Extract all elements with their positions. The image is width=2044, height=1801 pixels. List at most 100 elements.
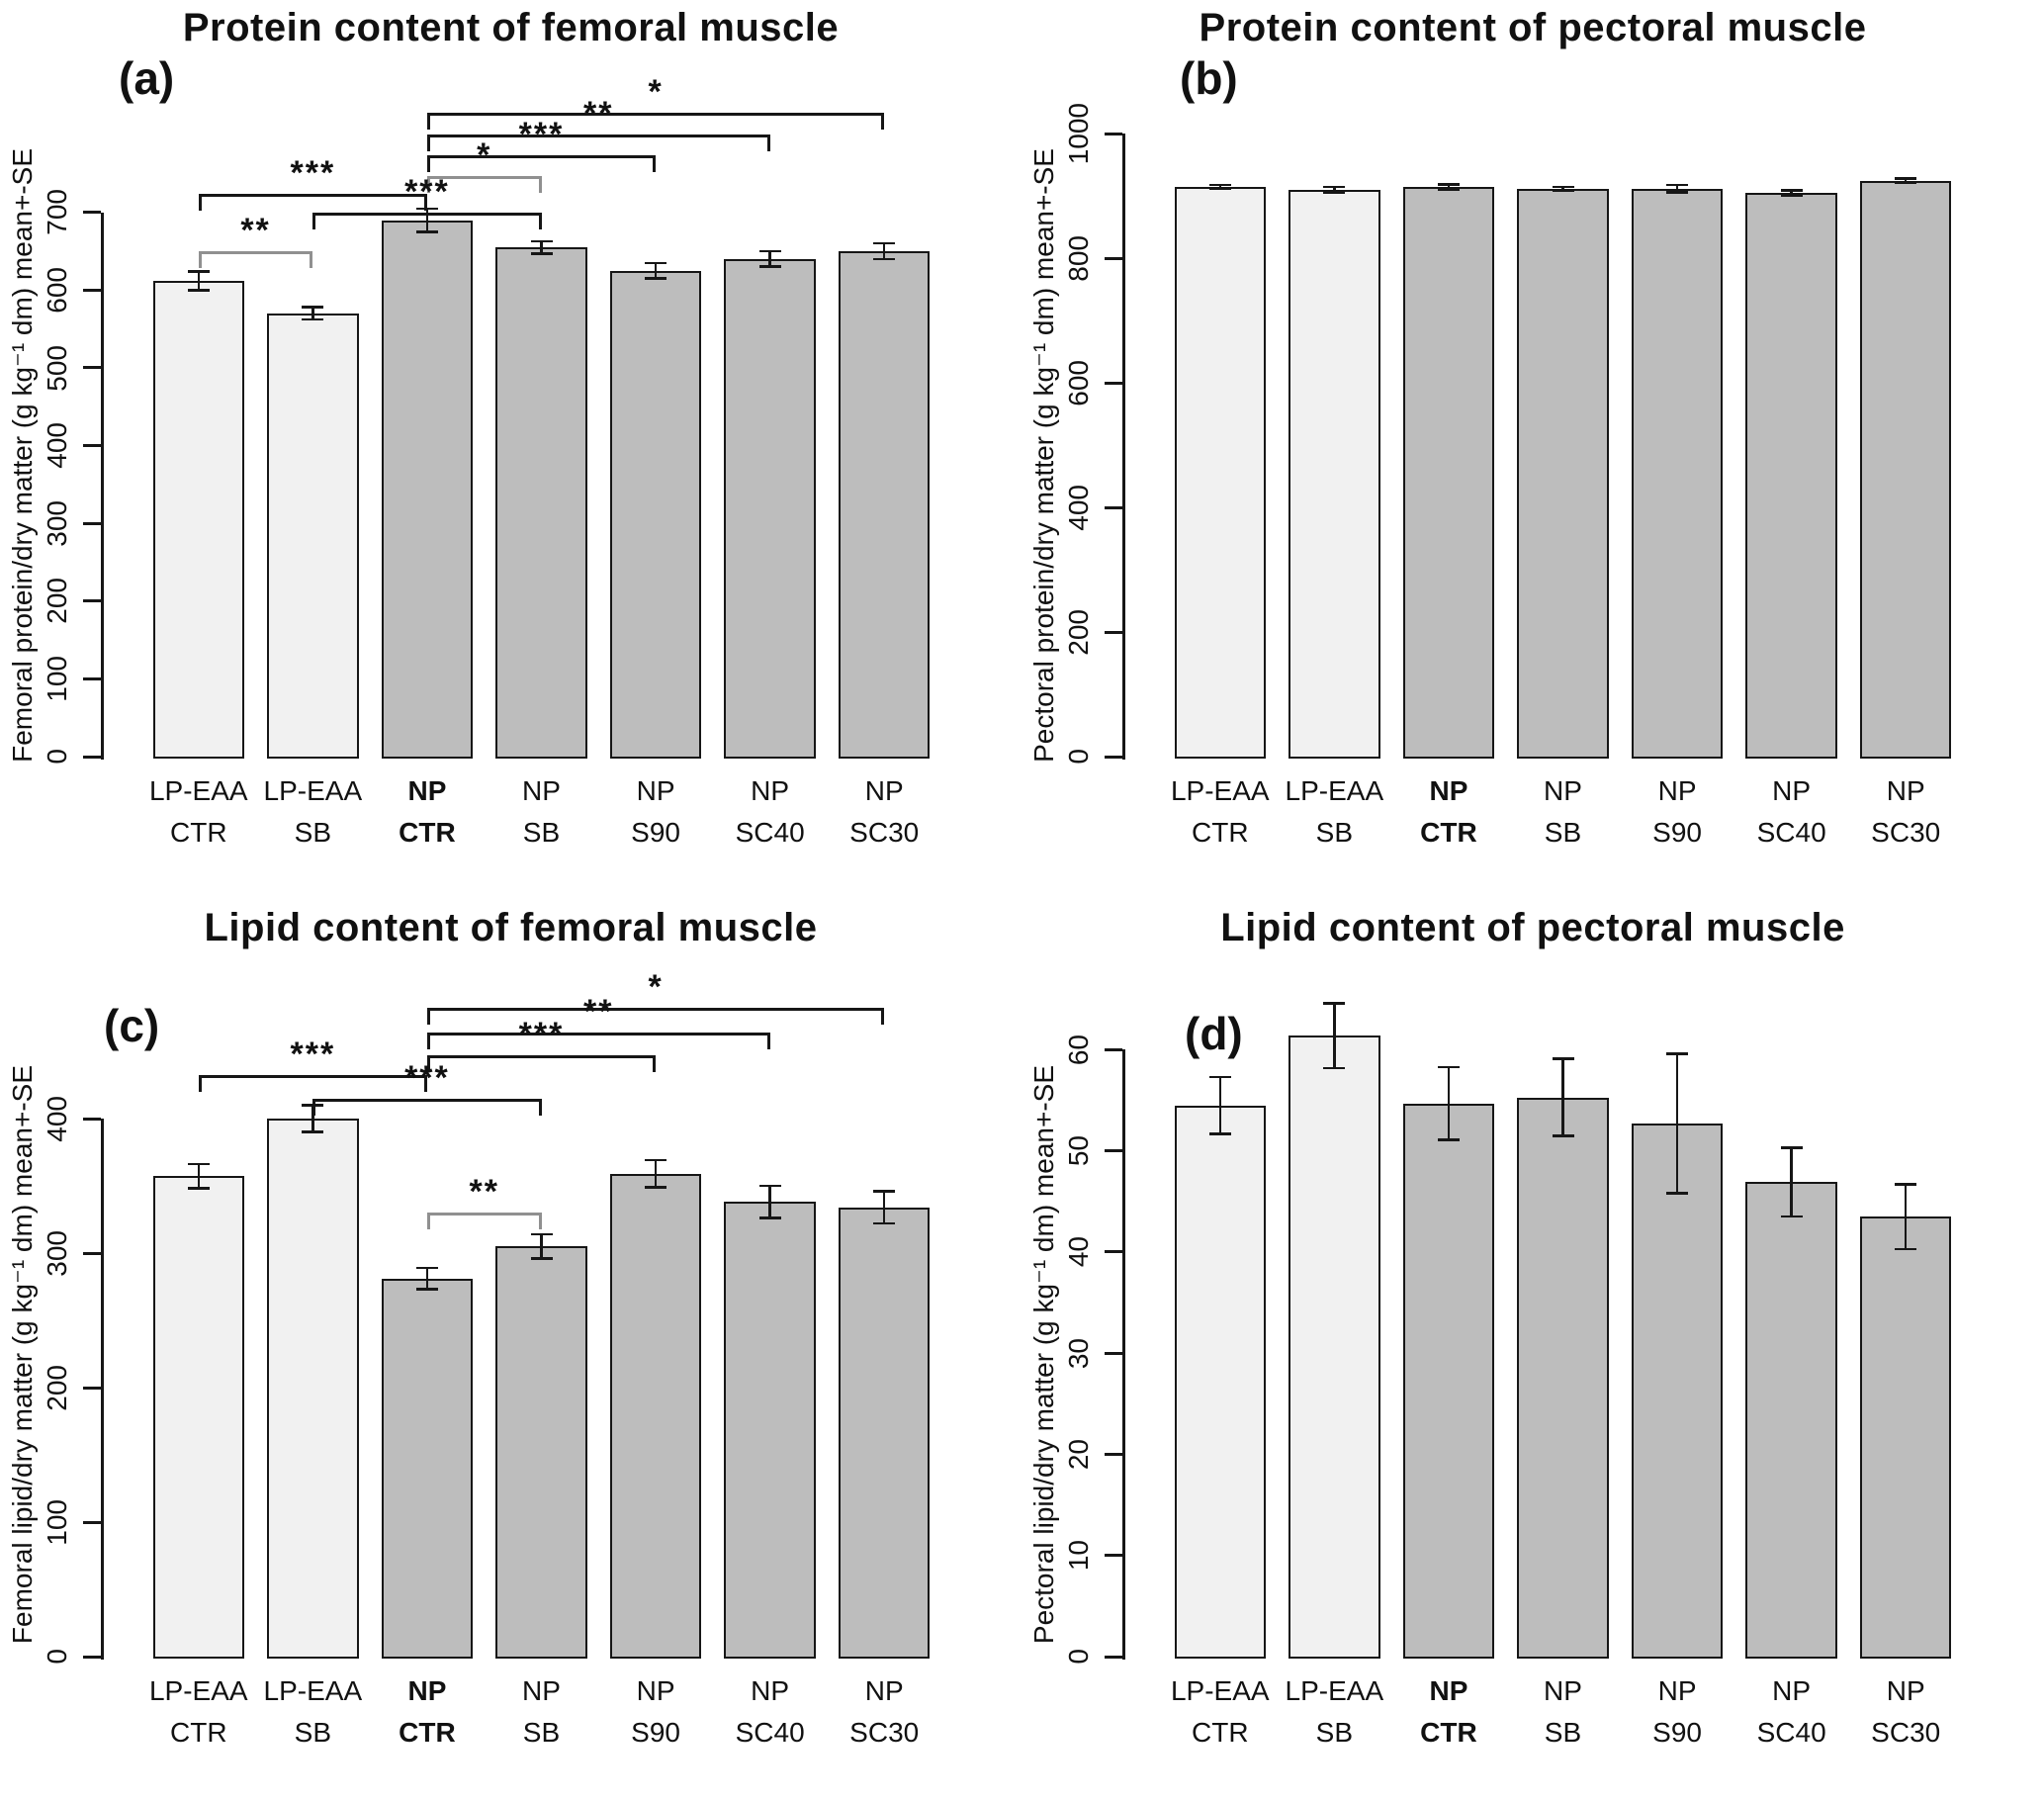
x-category-label: NP SC40 (713, 1670, 828, 1754)
x-category-line: NP (1429, 1675, 1468, 1706)
error-bar-cap-bottom (1780, 1215, 1803, 1218)
error-bar (1447, 184, 1451, 190)
error-bar-cap-bottom (758, 1216, 781, 1219)
error-bar-cap-bottom (645, 277, 667, 280)
x-category-line: SB (294, 1717, 332, 1748)
error-bar-cap-bottom (873, 1221, 896, 1225)
error-bar-cap-bottom (1666, 1192, 1689, 1195)
error-bar-cap-top (1437, 183, 1460, 186)
error-bar-cap-bottom (530, 252, 553, 255)
x-category-label: NP SB (485, 1670, 599, 1754)
error-bar (1333, 186, 1336, 194)
error-bar-cap-top (1895, 1183, 1917, 1186)
x-category-line: SC40 (1756, 1717, 1826, 1748)
significance-bracket-end (423, 193, 427, 211)
y-tick (1105, 1047, 1122, 1051)
x-category-label: LP-EAA SB (1278, 770, 1392, 854)
significance-stars: ** (469, 1173, 499, 1212)
y-tick (83, 211, 101, 215)
x-category-line: NP (636, 775, 675, 806)
x-category-line: NP (1657, 1675, 1697, 1706)
x-category-label: LP-EAA CTR (141, 1670, 256, 1754)
y-tick (1105, 1149, 1122, 1153)
y-tick-label: 200 (42, 1364, 72, 1411)
x-category-line: CTR (1420, 817, 1477, 848)
error-bar-cap-top (415, 207, 438, 211)
panel-a: Protein content of femoral muscle (a) Fe… (0, 0, 1022, 900)
x-category-line: SC40 (1756, 817, 1826, 848)
y-tick-label: 100 (42, 1498, 72, 1546)
y-tick-label: 200 (1063, 608, 1094, 656)
y-tick (1105, 1351, 1122, 1355)
error-bar-cap-top (530, 239, 553, 243)
x-category-line: LP-EAA (148, 1675, 248, 1706)
panel-title: Protein content of pectoral muscle (1199, 6, 1867, 49)
error-bar (1675, 185, 1679, 193)
x-category-line: NP (1657, 775, 1697, 806)
y-tick-label: 1000 (1063, 103, 1094, 165)
error-bar-cap-top (758, 249, 781, 253)
error-bar (1561, 186, 1564, 191)
x-category-line: CTR (1420, 1717, 1477, 1748)
x-category-line: NP (636, 1675, 675, 1706)
x-category-line: LP-EAA (263, 1675, 363, 1706)
x-category-line: CTR (399, 817, 456, 848)
bar (1745, 1182, 1837, 1659)
x-category-line: LP-EAA (1170, 1675, 1270, 1706)
error-bar-cap-top (1780, 189, 1803, 192)
error-bar-cap-top (415, 1266, 438, 1270)
bar (1517, 1097, 1609, 1659)
y-tick-label-box: 200 (36, 1313, 79, 1462)
x-category-label: NP S90 (598, 770, 713, 854)
bar (1402, 186, 1495, 759)
error-bar (768, 251, 771, 267)
error-bar-cap-top (1208, 1075, 1231, 1079)
error-bar-cap-top (187, 270, 210, 273)
y-tick (1105, 505, 1122, 509)
x-category-label: NP SC30 (1848, 770, 1963, 854)
error-bar-cap-top (1323, 185, 1346, 189)
x-category-line: SB (522, 1717, 561, 1748)
error-bar-cap-top (1437, 1065, 1460, 1069)
significance-stars: ** (583, 95, 614, 134)
significance-bracket-end (653, 155, 657, 173)
y-tick (83, 1117, 101, 1121)
significance-bracket-line (198, 193, 427, 197)
significance-bracket-line (426, 1008, 885, 1012)
y-tick-label: 400 (1063, 484, 1094, 531)
x-category-line: S90 (631, 817, 680, 848)
error-bar (1333, 1003, 1336, 1068)
significance-stars: *** (290, 1036, 336, 1074)
significance-stars: *** (518, 1016, 565, 1054)
significance-stars: ** (240, 212, 271, 250)
y-tick-label-box: 0 (36, 1582, 79, 1731)
y-tick-label: 600 (1063, 359, 1094, 406)
x-category-line: LP-EAA (1170, 775, 1270, 806)
error-bar-cap-top (873, 241, 896, 245)
x-category-label: LP-EAA SB (256, 770, 371, 854)
panel-letter: (b) (1180, 52, 1238, 104)
x-category-line: S90 (631, 1717, 680, 1748)
error-bar-cap-top (302, 306, 324, 309)
error-bar (1790, 1147, 1793, 1217)
x-category-line: CTR (1192, 817, 1249, 848)
error-bar-cap-top (1552, 1057, 1574, 1060)
y-axis (1122, 134, 1125, 760)
y-tick-label: 0 (42, 1649, 72, 1665)
panel-title: Lipid content of femoral muscle (204, 906, 818, 949)
x-category-line: S90 (1652, 1717, 1702, 1748)
x-category-line: LP-EAA (148, 775, 248, 806)
y-tick (1105, 1554, 1122, 1558)
x-category-line: NP (864, 775, 904, 806)
panel-c: Lipid content of femoral muscle (c) Femo… (0, 900, 1022, 1801)
panel-b: Protein content of pectoral muscle (b) P… (1022, 0, 2044, 900)
y-tick-label-box: 400 (36, 1044, 79, 1193)
error-bar-cap-bottom (415, 1288, 438, 1291)
error-bar-cap-bottom (1323, 1066, 1346, 1070)
error-bar-cap-top (645, 261, 667, 265)
error-bar (768, 1186, 771, 1218)
x-category-label: NP SC40 (1734, 1670, 1849, 1754)
bar (724, 1202, 816, 1659)
y-tick (83, 1251, 101, 1255)
error-bar-cap-bottom (1437, 1138, 1460, 1141)
